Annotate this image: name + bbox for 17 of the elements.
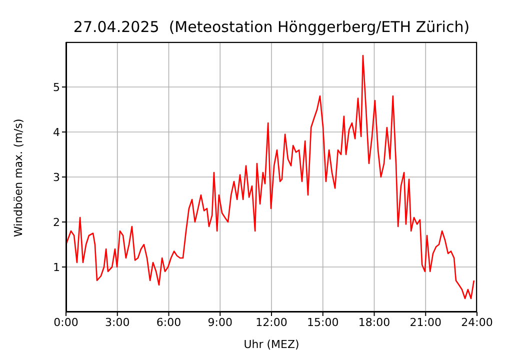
x-tick-label: 15:00 bbox=[307, 316, 339, 329]
x-tick-label: 6:00 bbox=[156, 316, 182, 329]
x-tick-label: 3:00 bbox=[105, 316, 130, 329]
y-tick-label: 1 bbox=[53, 260, 60, 274]
x-tick-label: 0:00 bbox=[54, 316, 78, 329]
y-tick-label: 3 bbox=[53, 170, 60, 184]
x-tick-label: 18:00 bbox=[358, 316, 390, 329]
x-axis-title: Uhr (MEZ) bbox=[244, 338, 300, 350]
x-tick-label: 21:00 bbox=[410, 316, 442, 329]
x-tick-label: 12:00 bbox=[256, 316, 288, 329]
y-tick-label: 4 bbox=[53, 126, 60, 139]
x-tick-label: 9:00 bbox=[208, 316, 232, 329]
y-tick-label: 5 bbox=[53, 80, 60, 94]
y-axis-title: Windböen max. (m/s) bbox=[12, 118, 25, 237]
y-tick-label: 2 bbox=[53, 216, 60, 229]
chart-title: 27.04.2025 (Meteostation Hönggerberg/ETH Zürich) bbox=[72, 18, 471, 36]
x-tick-label: 24:00 bbox=[461, 316, 493, 329]
